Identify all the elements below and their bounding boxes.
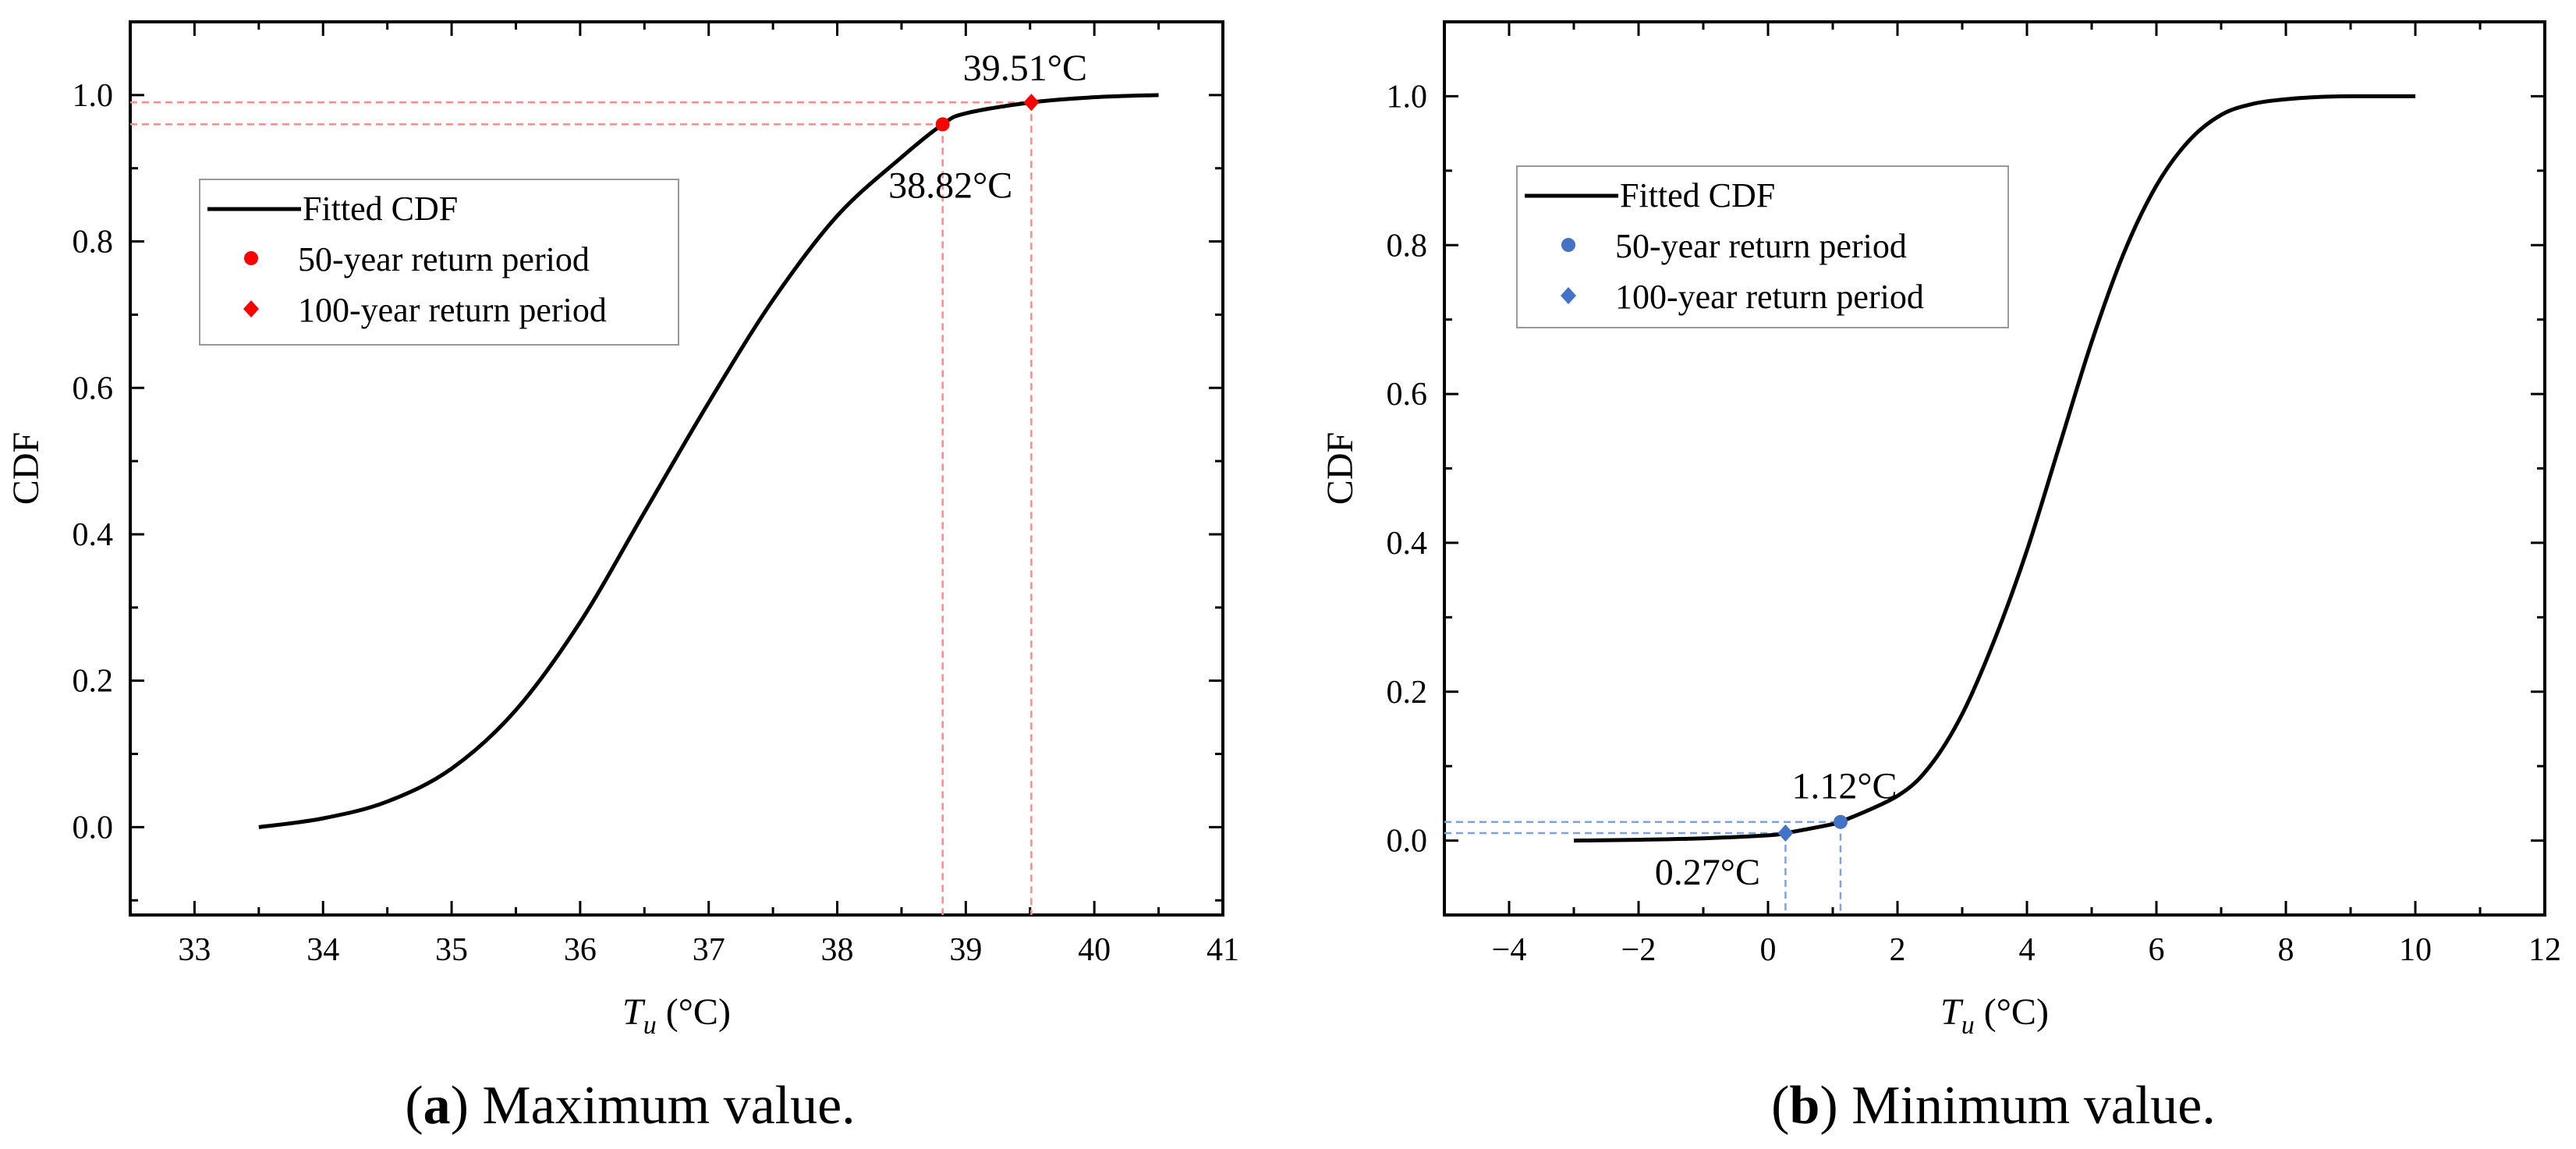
x-tick-label: 39 <box>949 932 982 968</box>
point-50-year <box>935 117 950 132</box>
x-tick-label: −2 <box>1621 932 1657 968</box>
legend-label: 50-year return period <box>298 240 590 278</box>
legend-label: Fitted CDF <box>303 190 458 228</box>
y-axis-title: CDF <box>1320 432 1361 505</box>
plot-frame <box>1443 20 2546 917</box>
y-tick-label: 1.0 <box>1387 79 1428 115</box>
x-tick-label: 2 <box>1890 932 1906 968</box>
x-tick-label: 37 <box>693 932 725 968</box>
x-tick-label: 4 <box>2019 932 2036 968</box>
y-tick-label: 0.0 <box>1387 824 1428 860</box>
y-tick-label: 0.0 <box>73 810 114 846</box>
y-tick-label: 1.0 <box>73 78 114 114</box>
legend-diamond-swatch <box>243 300 259 317</box>
legend-box <box>199 179 679 346</box>
legend-circle-swatch <box>1561 238 1575 252</box>
series-line-fitted-cdf <box>258 93 1159 829</box>
x-tick-label: 36 <box>564 932 597 968</box>
annotation-100-year: 39.51°C <box>963 48 1087 89</box>
y-tick-label: 0.2 <box>73 664 114 700</box>
y-tick-label: 0.6 <box>73 371 114 406</box>
x-axis-title: Tu (°C) <box>1940 991 2049 1040</box>
point-50-year <box>1833 814 1848 829</box>
legend-box <box>1516 165 2009 328</box>
annotation-50-year: 38.82°C <box>888 165 1012 206</box>
x-axis-title: Tu (°C) <box>622 991 731 1040</box>
legend-label: 50-year return period <box>1615 227 1907 265</box>
x-tick-label: 33 <box>178 932 211 968</box>
legend-label: 100-year return period <box>298 291 607 329</box>
legend-diamond-swatch <box>1561 287 1576 304</box>
x-tick-label: 35 <box>435 932 468 968</box>
y-tick-label: 0.4 <box>1387 526 1428 562</box>
point-100-year <box>1777 825 1794 842</box>
legend: Fitted CDF 50-year return period 100-year … <box>199 179 679 346</box>
chart-panel-b: −4 −2 0 2 4 6 8 10 12 0.0 0.2 0.4 0.6 0.8 1.0 CDF Tu (°C… <box>1320 20 2561 1136</box>
plot-frame <box>129 20 1224 917</box>
y-tick-label: 0.2 <box>1387 675 1428 711</box>
x-tick-label: 8 <box>2278 932 2294 968</box>
x-tick-label: 34 <box>306 932 339 968</box>
x-tick-label: 6 <box>2149 932 2165 968</box>
x-tick-label: 12 <box>2528 932 2561 968</box>
y-tick-label: 0.8 <box>1387 228 1428 264</box>
legend-label: Fitted CDF <box>1620 176 1775 215</box>
panel-caption: (a) Maximum value. <box>405 1076 855 1136</box>
x-tick-label: 41 <box>1207 932 1239 968</box>
annotation-100-year: 0.27°C <box>1655 852 1760 893</box>
x-tick-label: −4 <box>1492 932 1527 968</box>
y-tick-label: 0.4 <box>73 517 114 553</box>
legend-circle-swatch <box>244 251 258 265</box>
series-line-fitted-cdf <box>1573 94 2416 843</box>
annotation-50-year: 1.12°C <box>1791 766 1897 807</box>
x-tick-label: 40 <box>1078 932 1111 968</box>
y-axis-title: CDF <box>5 432 47 505</box>
x-tick-label: 0 <box>1760 932 1777 968</box>
legend-label: 100-year return period <box>1615 278 1924 316</box>
y-tick-label: 0.8 <box>73 225 114 261</box>
x-tick-label: 38 <box>821 932 854 968</box>
point-100-year <box>1023 94 1040 112</box>
x-tick-label: 10 <box>2399 932 2432 968</box>
chart-panel-a: 33 34 35 36 37 38 39 40 41 0.0 0.2 0.4 0.6 0.8 1.0 CDF T… <box>5 20 1239 1136</box>
panel-caption: (b) Minimum value. <box>1771 1076 2216 1136</box>
legend: Fitted CDF 50-year return period 100-year … <box>1516 165 2009 328</box>
y-tick-label: 0.6 <box>1387 377 1428 413</box>
